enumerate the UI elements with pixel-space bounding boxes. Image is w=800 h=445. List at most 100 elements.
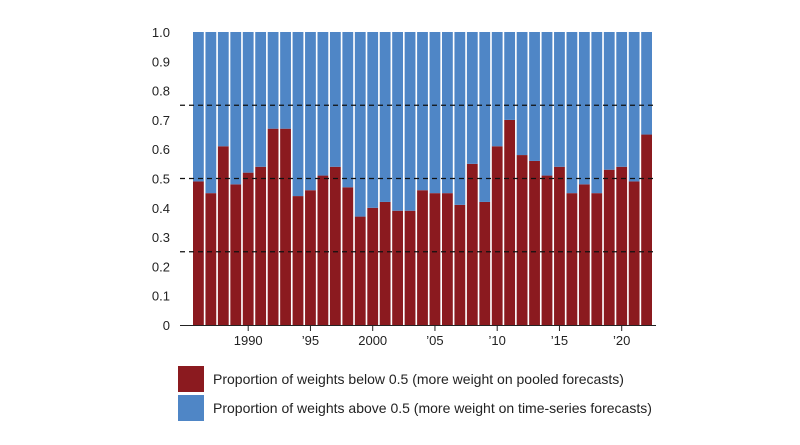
- bar-pooled-2021: [628, 181, 640, 325]
- bar-pooled-1989: [230, 184, 242, 325]
- bar-pooled-2004: [417, 190, 428, 325]
- bar-time-series-2006: [442, 32, 453, 194]
- bar-time-series-1997: [329, 32, 341, 167]
- bar-time-series-1987: [205, 32, 217, 194]
- bar-pooled-2013: [529, 160, 540, 325]
- bar-pooled-2009: [479, 201, 491, 325]
- bar-time-series-1990: [242, 32, 254, 173]
- bar-pooled-1991: [255, 166, 267, 325]
- bar-time-series-2021: [628, 32, 640, 182]
- bar-pooled-2022: [641, 134, 652, 325]
- bar-time-series-2011: [504, 32, 516, 120]
- bar-time-series-2018: [591, 32, 603, 194]
- reference-lines: [180, 104, 656, 253]
- legend-label-pooled: Proportion of weights below 0.5 (more we…: [213, 371, 624, 387]
- bar-pooled-1995: [305, 190, 316, 325]
- bar-time-series-1992: [267, 32, 279, 129]
- bar-pooled-2014: [541, 175, 553, 325]
- bar-pooled-2006: [442, 193, 453, 325]
- bar-time-series-1989: [230, 32, 242, 185]
- bar-pooled-2008: [466, 163, 478, 325]
- bar-time-series-2010: [491, 32, 503, 147]
- bar-time-series-1991: [255, 32, 267, 167]
- bar-pooled-2001: [379, 201, 391, 325]
- legend-swatch-time-series: [178, 395, 204, 421]
- bar-pooled-2015: [554, 166, 565, 325]
- bar-pooled-2012: [516, 155, 528, 325]
- bar-time-series-2015: [554, 32, 565, 167]
- x-axis-ticks: 1990 ’95 2000 ’05 ’10 ’15 ’20: [234, 325, 630, 348]
- bar-time-series-1995: [305, 32, 316, 191]
- legend-item-pooled: Proportion of weights below 0.5 (more we…: [178, 366, 652, 392]
- legend-label-time-series: Proportion of weights above 0.5 (more we…: [213, 400, 652, 416]
- bar-pooled-1987: [205, 193, 217, 325]
- x-tick-label: ’15: [551, 333, 568, 348]
- bar-time-series-2004: [417, 32, 428, 191]
- y-tick-label: 1.0: [152, 25, 170, 40]
- x-tick-label: ’20: [613, 333, 630, 348]
- bar-time-series-2005: [429, 32, 441, 194]
- bar-time-series-1999: [354, 32, 366, 217]
- legend-item-time-series: Proportion of weights above 0.5 (more we…: [178, 395, 652, 421]
- bar-time-series-1998: [342, 32, 354, 188]
- y-tick-label: 0.4: [152, 201, 170, 216]
- bar-time-series-2020: [616, 32, 628, 167]
- bar-pooled-2000: [367, 207, 379, 325]
- bar-time-series-1986: [193, 32, 204, 182]
- bar-pooled-2005: [429, 193, 441, 325]
- bar-pooled-1986: [193, 181, 204, 325]
- bar-time-series-1994: [292, 32, 304, 197]
- bar-time-series-2019: [603, 32, 615, 170]
- x-tick-label: 2000: [358, 333, 387, 348]
- bar-pooled-2017: [578, 184, 590, 325]
- bar-time-series-2009: [479, 32, 491, 202]
- bar-pooled-2019: [603, 169, 615, 325]
- y-tick-label: 0.2: [152, 259, 170, 274]
- bar-time-series-2022: [641, 32, 652, 135]
- bar-time-series-2001: [379, 32, 391, 202]
- bar-time-series-2014: [541, 32, 553, 176]
- bar-pooled-1996: [317, 175, 329, 325]
- bar-pooled-2018: [591, 193, 603, 325]
- bar-time-series-1993: [280, 32, 291, 129]
- bar-pooled-1998: [342, 187, 354, 325]
- y-tick-label: 0.8: [152, 84, 170, 99]
- y-tick-label: 0.3: [152, 230, 170, 245]
- y-tick-label: 0.5: [152, 172, 170, 187]
- bar-pooled-1994: [292, 196, 304, 325]
- bar-pooled-1999: [354, 216, 366, 325]
- bar-time-series-2016: [566, 32, 578, 194]
- bar-pooled-1992: [267, 128, 279, 325]
- bar-time-series-2017: [578, 32, 590, 185]
- bar-time-series-1996: [317, 32, 329, 176]
- bar-time-series-2007: [454, 32, 466, 205]
- y-axis-ticks: 0 0.1 0.2 0.3 0.4 0.5 0.6 0.7 0.8 0.9 1.0: [152, 25, 170, 333]
- bar-time-series-1988: [217, 32, 229, 147]
- y-tick-label: 0: [163, 318, 170, 333]
- bar-pooled-1997: [329, 166, 341, 325]
- x-tick-label: ’05: [426, 333, 443, 348]
- bar-time-series-2008: [466, 32, 478, 164]
- y-tick-label: 0.1: [152, 289, 170, 304]
- y-tick-label: 0.9: [152, 54, 170, 69]
- x-tick-label: 1990: [234, 333, 263, 348]
- x-tick-label: ’10: [489, 333, 506, 348]
- bar-pooled-2003: [404, 210, 416, 325]
- bar-time-series-2003: [404, 32, 416, 211]
- bar-time-series-2000: [367, 32, 379, 208]
- bar-pooled-2002: [392, 210, 403, 325]
- bar-pooled-1990: [242, 172, 254, 325]
- bar-pooled-2007: [454, 204, 466, 325]
- legend-swatch-pooled: [178, 366, 204, 392]
- bar-time-series-2002: [392, 32, 403, 211]
- bar-pooled-2020: [616, 166, 628, 325]
- bar-time-series-2012: [516, 32, 528, 156]
- bars: [193, 32, 652, 326]
- x-tick-label: ’95: [302, 333, 319, 348]
- y-tick-label: 0.7: [152, 113, 170, 128]
- bar-pooled-2016: [566, 193, 578, 325]
- y-tick-label: 0.6: [152, 142, 170, 157]
- bar-pooled-1993: [280, 128, 291, 325]
- bar-time-series-2013: [529, 32, 540, 161]
